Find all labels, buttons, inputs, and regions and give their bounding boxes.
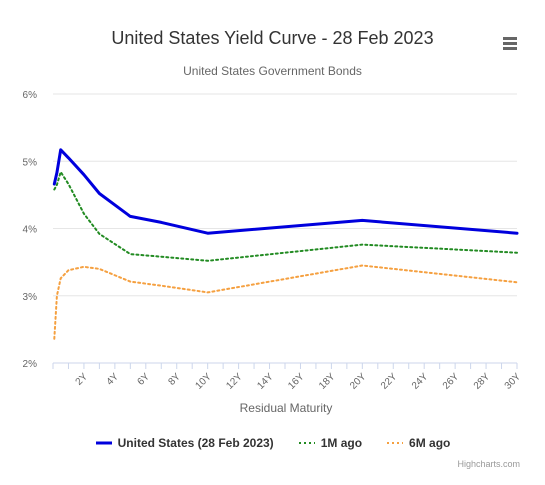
legend-label: 6M ago — [409, 436, 451, 450]
series-line-1[interactable] — [53, 171, 518, 262]
x-tick-label: 28Y — [472, 371, 493, 392]
series-lines — [52, 148, 519, 340]
legend-item-2[interactable]: 6M ago — [386, 436, 450, 450]
x-axis: 2Y 4Y 6Y 8Y 10Y 12Y 14Y 16Y 18Y 20Y 22Y 24Y 26Y 28Y 30… — [52, 362, 524, 392]
legend: United States (28 Feb 2023) 1M ago 6M ago — [0, 436, 545, 451]
legend-item-0[interactable]: United States (28 Feb 2023) — [95, 436, 274, 450]
legend-item-1[interactable]: 1M ago — [298, 436, 362, 450]
chart-context-menu-button[interactable] — [498, 34, 522, 54]
series-line-2[interactable] — [53, 264, 518, 340]
series-line-0[interactable] — [52, 148, 519, 235]
x-tick-label: 4Y — [105, 371, 122, 388]
y-axis: 2% 3% 4% 5% 6% — [23, 90, 38, 370]
x-tick-label: 6Y — [135, 371, 152, 388]
x-tick-label: 10Y — [193, 371, 214, 392]
x-tick-label: 22Y — [379, 371, 400, 392]
x-tick-label: 2Y — [74, 371, 91, 388]
x-tick-label: 24Y — [410, 371, 431, 392]
x-tick-label: 18Y — [317, 371, 338, 392]
x-tick-label: 30Y — [503, 371, 524, 392]
legend-label: United States (28 Feb 2023) — [117, 436, 274, 450]
legend-symbol — [95, 441, 112, 445]
y-tick-label: 4% — [23, 225, 38, 236]
x-tick-label: 16Y — [286, 371, 307, 392]
y-tick-label: 3% — [23, 292, 38, 303]
legend-symbol — [298, 442, 315, 444]
x-tick-label: 20Y — [348, 371, 369, 392]
y-tick-label: 2% — [23, 359, 38, 370]
legend-symbol — [387, 442, 404, 444]
x-tick-label: 26Y — [441, 371, 462, 392]
x-tick-label: 12Y — [224, 371, 245, 392]
credits-link[interactable]: Highcharts.com — [457, 459, 520, 469]
chart-title: United States Yield Curve - 28 Feb 2023 — [111, 28, 434, 48]
x-tick-label: 14Y — [255, 371, 276, 392]
hamburger-menu-icon — [498, 37, 522, 50]
x-axis-title: Residual Maturity — [240, 401, 333, 415]
legend-label: 1M ago — [320, 436, 363, 450]
y-tick-label: 6% — [23, 90, 38, 101]
chart-subtitle: United States Government Bonds — [183, 64, 362, 78]
y-tick-label: 5% — [23, 157, 38, 168]
x-tick-label: 8Y — [166, 371, 183, 388]
